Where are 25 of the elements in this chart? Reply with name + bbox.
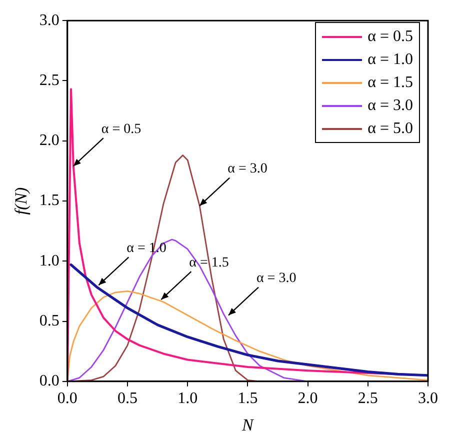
- legend-label: α = 5.0: [368, 119, 413, 139]
- annotation: α = 0.5: [101, 122, 142, 137]
- x-axis-title: N: [241, 415, 256, 434]
- x-tick-label: 2.0: [298, 390, 318, 408]
- y-tick-label: 0.0: [39, 372, 60, 390]
- legend-label: α = 0.5: [368, 27, 413, 47]
- x-tick-label: 0.5: [118, 390, 138, 408]
- y-tick-label: 0.5: [39, 312, 60, 330]
- y-tick-label: 3.0: [39, 12, 60, 29]
- annotation: α = 1.5: [189, 255, 229, 270]
- x-tick-label: 0.0: [57, 390, 78, 408]
- legend-label: α = 1.5: [368, 73, 413, 93]
- y-tick-label: 1.0: [39, 252, 60, 270]
- y-tick-label: 2.0: [39, 132, 60, 150]
- y-tick-label: 1.5: [39, 192, 60, 210]
- x-tick-label: 1.5: [238, 390, 258, 408]
- x-tick-label: 1.0: [178, 390, 198, 408]
- y-tick-label: 2.5: [39, 72, 60, 89]
- x-tick-label: 3.0: [418, 390, 438, 408]
- legend-label: α = 1.0: [368, 50, 413, 70]
- x-tick-label: 2.5: [358, 390, 378, 408]
- annotation: α = 3.0: [228, 161, 268, 176]
- y-axis-title: f(N): [12, 186, 31, 215]
- annotation: α = 3.0: [256, 270, 296, 286]
- legend-label: α = 3.0: [368, 96, 413, 116]
